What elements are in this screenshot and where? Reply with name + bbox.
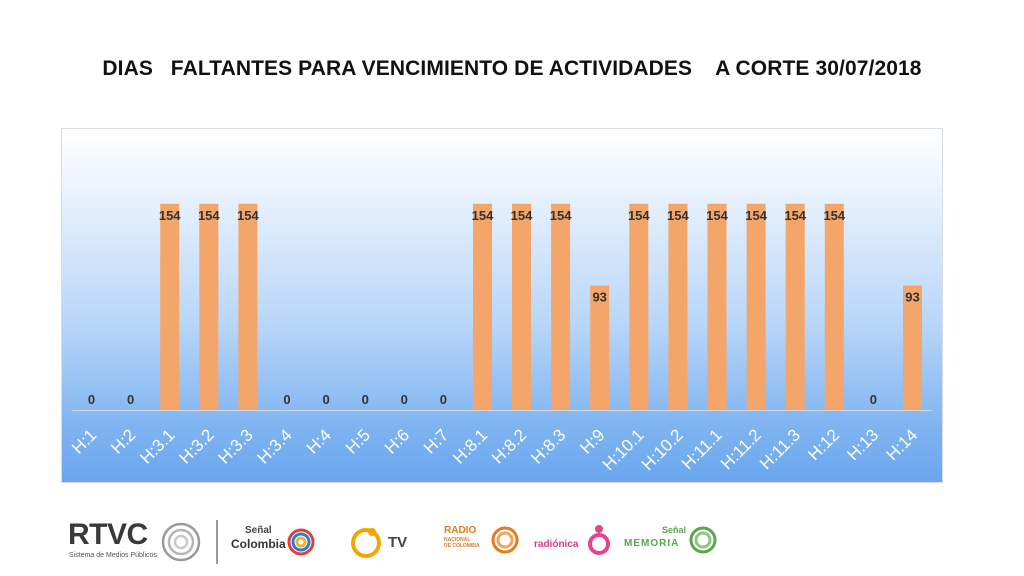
bar-h-9 [590, 285, 610, 410]
x-tick-label: H:1 [68, 425, 100, 457]
x-tick-label: H:5 [342, 425, 374, 457]
x-tick-label: H:3.4 [254, 425, 296, 467]
senal-colombia-swirl-icon [287, 528, 315, 556]
x-tick-label: H:11.1 [678, 425, 726, 473]
bar-h-3-3 [238, 203, 258, 410]
data-label: 0 [362, 392, 369, 407]
bar-h-12 [824, 203, 844, 410]
canal-tv-logo: TV [348, 524, 418, 560]
bar-chart: 0 H:1 0 H:2 154 H:3.1 154 H:3.2 154 H:3.3 0 H:3.4 0 H… [68, 203, 932, 474]
bar-h-11-3 [785, 203, 805, 410]
rtvc-logo: RTVC Sistema de Medios Públicos [68, 520, 208, 566]
data-label: 154 [511, 208, 533, 223]
data-label: 0 [283, 392, 290, 407]
bar-h-10-2 [668, 203, 688, 410]
data-label: 0 [322, 392, 329, 407]
data-label: 154 [745, 208, 767, 223]
x-tick-label: H:4 [303, 425, 335, 457]
data-label: 154 [472, 208, 494, 223]
logo-divider [216, 520, 218, 564]
rtvc-tagline: Sistema de Medios Públicos [69, 552, 157, 559]
bar-h-10-1 [629, 203, 649, 410]
rtvc-swirl-icon [161, 522, 201, 562]
footer-logos: RTVC Sistema de Medios Públicos Señal Co… [66, 516, 766, 568]
data-label: 0 [401, 392, 408, 407]
radio-nacional-swirl-icon [491, 526, 519, 554]
radio-nacional-logo: RADIO NACIONAL DE COLOMBIA [444, 526, 524, 558]
x-tick-label: H:11.2 [717, 425, 765, 473]
x-tick-label: H:11.3 [756, 425, 804, 473]
x-tick-label: H:8.2 [488, 425, 530, 467]
x-tick-label: H:14 [882, 425, 921, 464]
bar-h-11-2 [746, 203, 766, 410]
data-label: 0 [88, 392, 95, 407]
data-label: 0 [870, 392, 877, 407]
data-label: 154 [667, 208, 689, 223]
data-label: 154 [198, 208, 220, 223]
canal-tv-text: TV [388, 534, 408, 551]
bar-h-11-1 [707, 203, 727, 410]
radionica-text: radiónica [534, 539, 579, 550]
x-tick-label: H:8.3 [527, 425, 569, 467]
senal-memoria-swirl-icon [689, 526, 717, 554]
senal-colombia-logo: Señal Colombia [231, 526, 321, 562]
radio-nacional-line3: DE COLOMBIA [444, 543, 480, 549]
bar-h-8-2 [512, 203, 531, 410]
bar-h-3-2 [199, 203, 219, 410]
x-tick-label: H:10.1 [599, 425, 648, 474]
data-label: 93 [905, 290, 919, 305]
x-tick-label: H:8.1 [449, 425, 491, 467]
bar-h-8-1 [473, 203, 492, 410]
data-label: 154 [706, 208, 728, 223]
bar-h-8-3 [551, 203, 571, 410]
data-label: 0 [440, 392, 447, 407]
x-tick-label: H:3.3 [215, 425, 257, 467]
radionica-logo: radiónica [534, 524, 624, 562]
x-tick-label: H:7 [420, 425, 452, 457]
x-tick-label: H:3.1 [136, 425, 178, 467]
data-label: 154 [159, 208, 181, 223]
senal-colombia-line1: Señal [245, 525, 272, 536]
chart-title: DIAS FALTANTES PARA VENCIMIENTO DE ACTIV… [102, 57, 922, 80]
bar-h-3-1 [160, 203, 180, 410]
radio-nacional-line2: NACIONAL [444, 537, 471, 543]
senal-memoria-logo: Señal MEMORIA [624, 526, 724, 560]
senal-memoria-line1: Señal [662, 525, 687, 535]
radionica-icon [588, 525, 610, 555]
data-label: 93 [592, 290, 606, 305]
rtvc-wordmark: RTVC [68, 518, 148, 551]
data-label: 154 [628, 208, 650, 223]
x-tick-label: H:12 [804, 425, 843, 464]
data-label: 154 [823, 208, 845, 223]
x-tick-label: H:10.2 [638, 425, 687, 474]
chart-panel: 0 H:1 0 H:2 154 H:3.1 154 H:3.2 154 H:3.3 0 H:3.4 0 H… [61, 128, 943, 483]
canal-tv-swirl-icon [351, 528, 381, 558]
x-tick-label: H:6 [381, 425, 413, 457]
data-label: 154 [550, 208, 572, 223]
data-label: 154 [237, 208, 259, 223]
x-tick-label: H:13 [843, 425, 882, 464]
data-label: 0 [127, 392, 134, 407]
radio-nacional-line1: RADIO [444, 525, 477, 536]
bar-h-14 [903, 285, 922, 410]
x-tick-label: H:3.2 [175, 425, 217, 467]
senal-colombia-line2: Colombia [231, 537, 286, 551]
x-tick-label: H:2 [107, 425, 139, 457]
data-label: 154 [784, 208, 806, 223]
senal-memoria-line2: MEMORIA [624, 538, 680, 549]
x-tick-label: H:9 [576, 425, 608, 457]
